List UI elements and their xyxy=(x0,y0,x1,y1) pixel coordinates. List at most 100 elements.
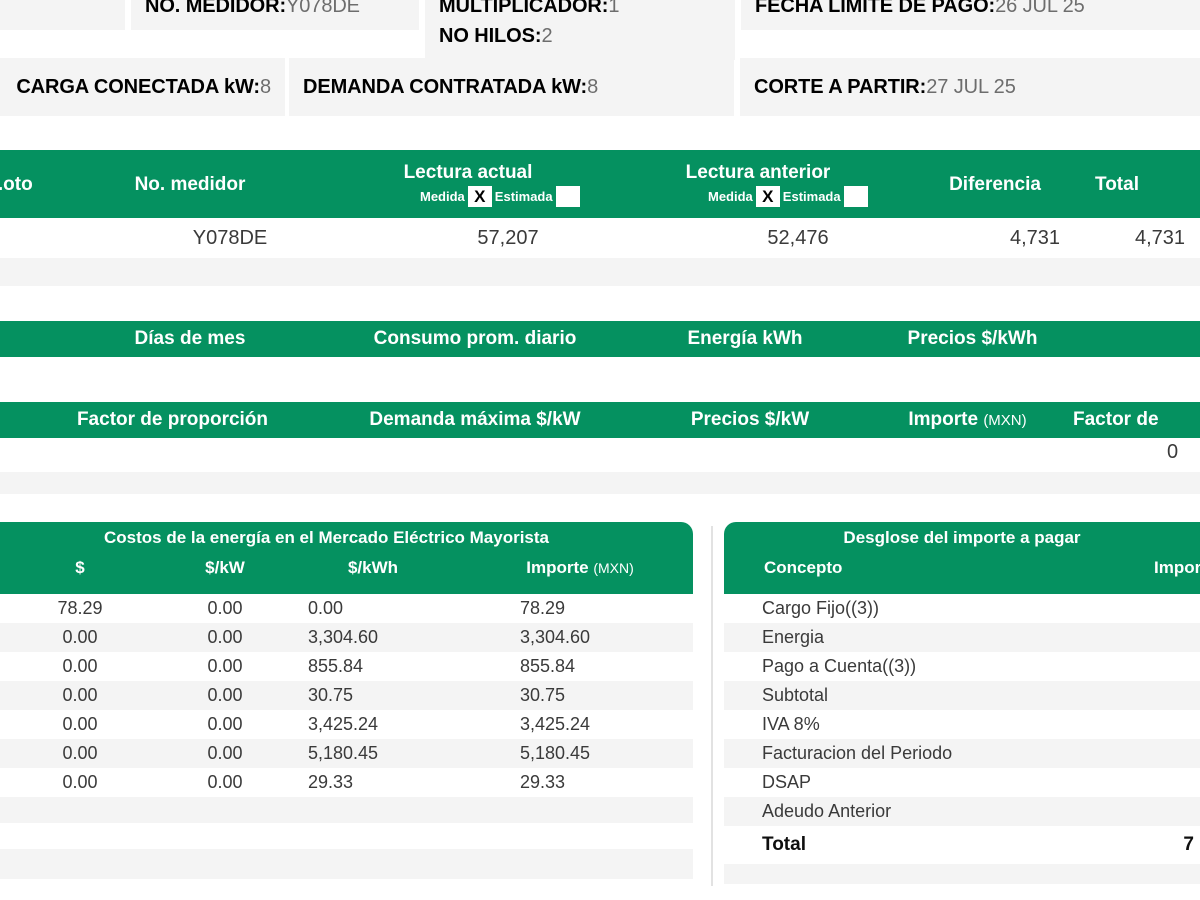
info-cell-no-medidor: NO. MEDIDOR:Y078DE xyxy=(131,0,419,30)
desglose-concepto: Pago a Cuenta((3)) xyxy=(762,656,917,676)
demand-header-importe-unit: (MXN) xyxy=(983,412,1027,429)
mem-col-importe-label: Importe xyxy=(526,558,589,577)
estimada-checkbox-anterior[interactable] xyxy=(843,186,868,207)
info-fecha-limite-value: 26 JUL 25 xyxy=(995,0,1085,17)
info-cell-fecha-limite: FECHA LÍMITE DE PAGO:26 JUL 25 xyxy=(741,0,1200,30)
reading-header-concepto: ...oto xyxy=(0,174,33,195)
demand-spacer-row-2 xyxy=(0,494,1200,520)
desglose-col-importe: Importe xyxy=(1154,558,1200,577)
desglose-total-label: Total xyxy=(762,834,806,855)
mem-panel-header: Costos de la energía en el Mercado Eléct… xyxy=(0,522,693,594)
demand-data-row: 0 xyxy=(0,438,1200,472)
desglose-total-row: Total 7 xyxy=(724,826,1200,864)
demand-header-factor-de: Factor de xyxy=(1073,409,1159,430)
reading-header-total: Total xyxy=(1095,174,1139,195)
mem-cell-peso-kw: 0.00 xyxy=(207,772,243,792)
mem-cell-importe: 30.75 xyxy=(520,685,566,705)
medida-checkbox[interactable]: X xyxy=(467,186,492,207)
mem-cell-peso-kwh: 855.84 xyxy=(308,656,364,676)
mem-cell-peso-kw: 0.00 xyxy=(207,714,243,734)
info-cell-corte-a-partir: CORTE A PARTIR:27 JUL 25 xyxy=(740,58,1200,116)
demand-table-header: Factor de proporción Demanda máxima $/kW… xyxy=(0,402,1200,438)
table-row: 0.00 0.00 3,304.60 3,304.60 xyxy=(0,623,693,652)
desglose-concepto: IVA 8% xyxy=(762,714,820,734)
info-carga-conectada-label: CARGA CONECTADA kW: xyxy=(16,76,260,98)
info-no-hilos-label: NO HILOS: xyxy=(439,25,542,47)
mem-cell-peso: 0.00 xyxy=(62,685,98,705)
info-corte-a-partir-value: 27 JUL 25 xyxy=(926,76,1016,98)
mem-panel: Costos de la energía en el Mercado Eléct… xyxy=(0,522,693,879)
demand-header-importe: Importe (MXN) xyxy=(860,409,1075,432)
info-carga-conectada-value: 8 xyxy=(259,76,271,98)
reading-cell-lectura-anterior: 52,476 xyxy=(767,227,829,249)
info-no-medidor-value: Y078DE xyxy=(286,0,360,17)
mem-cell-peso-kw: 0.00 xyxy=(207,598,243,618)
demand-header-demanda-maxima: Demanda máxima $/kW xyxy=(369,409,581,430)
list-item: IVA 8% xyxy=(724,710,1200,739)
reading-header-diferencia: Diferencia xyxy=(949,174,1041,195)
energy-table-header: Días de mes Consumo prom. diario Energía… xyxy=(0,321,1200,357)
energy-header-energia-kwh: Energía kWh xyxy=(687,328,803,349)
info-cell-carga-conectada: CARGA CONECTADA kW:8 xyxy=(0,58,285,116)
list-item: Adeudo Anterior xyxy=(724,797,1200,826)
desglose-concepto: DSAP xyxy=(762,772,812,792)
mem-col-peso: $ xyxy=(75,558,85,577)
mem-cell-peso-kwh: 5,180.45 xyxy=(308,743,379,763)
mem-cell-peso: 0.00 xyxy=(62,627,98,647)
energy-header-dias-de-mes: Días de mes xyxy=(134,328,246,349)
list-item: Facturacion del Periodo xyxy=(724,739,1200,768)
info-multiplicador-label: MULTIPLICADOR: xyxy=(439,0,609,17)
table-row xyxy=(0,823,693,849)
info-corte-a-partir-label: CORTE A PARTIR: xyxy=(754,76,927,98)
desglose-concepto: Subtotal xyxy=(762,685,829,705)
desglose-concepto: Facturacion del Periodo xyxy=(762,743,953,763)
desglose-concepto: Adeudo Anterior xyxy=(762,801,892,821)
table-row xyxy=(0,849,693,879)
mem-cell-peso-kw: 0.00 xyxy=(207,743,243,763)
info-cell-demanda-contratada: DEMANDA CONTRATADA kW:8 xyxy=(289,58,734,116)
demand-header-importe-label: Importe xyxy=(908,409,979,430)
mem-col-peso-kw: $/kW xyxy=(205,558,245,577)
table-row: 0.00 0.00 855.84 855.84 xyxy=(0,652,693,681)
demand-header-factor-proporcion: Factor de proporción xyxy=(76,409,269,430)
table-row: 0.00 0.00 29.33 29.33 xyxy=(0,768,693,797)
medida-label: Medida xyxy=(420,188,465,204)
info-demanda-contratada-label: DEMANDA CONTRATADA kW: xyxy=(303,76,588,98)
info-no-hilos-value: 2 xyxy=(541,25,553,47)
reading-header-lectura-anterior: Lectura anterior xyxy=(685,162,831,183)
desglose-panel-body: Cargo Fijo((3)) Energia Pago a Cuenta((3… xyxy=(724,594,1200,884)
estimada-label: Estimada xyxy=(494,188,553,204)
reading-cell-lectura-actual: 57,207 xyxy=(477,227,539,249)
lectura-actual-checkbox-group[interactable]: Medida X Estimada xyxy=(420,186,583,207)
panel-divider xyxy=(711,526,713,886)
mem-cell-peso-kw: 0.00 xyxy=(207,656,243,676)
desglose-col-concepto: Concepto xyxy=(764,558,843,577)
reading-header-no-medidor: No. medidor xyxy=(134,174,246,195)
mem-cell-peso: 0.00 xyxy=(62,714,98,734)
mem-cell-peso-kwh: 30.75 xyxy=(308,685,354,705)
mem-cell-importe: 3,304.60 xyxy=(520,627,591,647)
info-cell-multiplicador: MULTIPLICADOR:1 NO HILOS:2 xyxy=(425,0,735,60)
mem-cell-peso-kwh: 29.33 xyxy=(308,772,354,792)
medida-label-anterior: Medida xyxy=(708,188,753,204)
demand-spacer-row-1 xyxy=(0,472,1200,494)
estimada-checkbox[interactable] xyxy=(555,186,580,207)
mem-cell-peso-kwh: 3,425.24 xyxy=(308,714,379,734)
reading-header-lectura-actual: Lectura actual xyxy=(403,162,533,183)
medida-checkbox-anterior[interactable]: X xyxy=(755,186,780,207)
desglose-panel-title: Desglose del importe a pagar xyxy=(843,528,1081,547)
mem-cell-importe: 29.33 xyxy=(520,772,566,792)
info-demanda-contratada-value: 8 xyxy=(587,76,599,98)
demand-header-precios-kw: Precios $/kW xyxy=(690,409,810,430)
energy-header-consumo-prom: Consumo prom. diario xyxy=(373,328,577,349)
estimada-label-anterior: Estimada xyxy=(782,188,841,204)
mem-cell-peso-kwh: 3,304.60 xyxy=(308,627,379,647)
mem-col-importe-unit: (MXN) xyxy=(593,560,634,576)
info-cell-tarifa: GDBT xyxy=(0,0,125,30)
table-row: 0.00 0.00 3,425.24 3,425.24 xyxy=(0,710,693,739)
lectura-anterior-checkbox-group[interactable]: Medida X Estimada xyxy=(708,186,871,207)
table-row xyxy=(0,797,693,823)
desglose-concepto: Cargo Fijo((3)) xyxy=(762,598,880,618)
list-item: Cargo Fijo((3)) xyxy=(724,594,1200,623)
info-fecha-limite-label: FECHA LÍMITE DE PAGO: xyxy=(755,0,996,17)
